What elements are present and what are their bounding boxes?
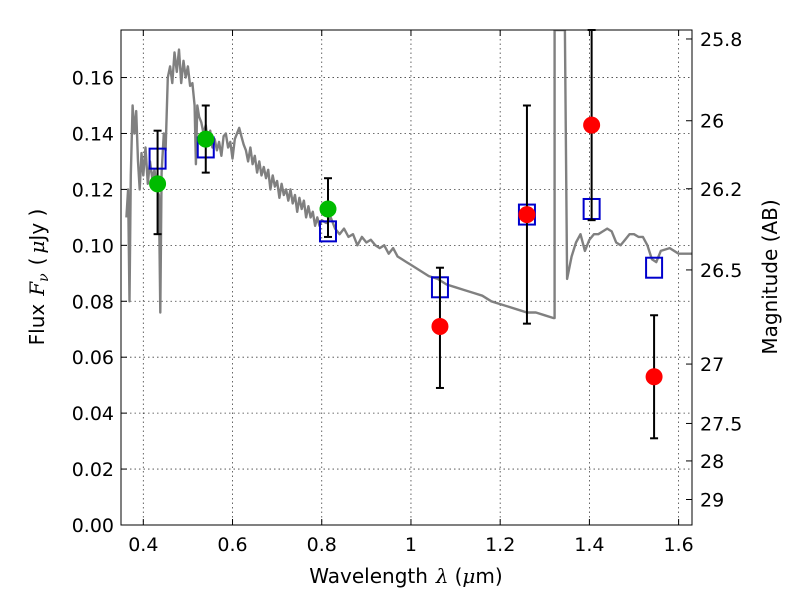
y2-tick-label: 27.5 (700, 413, 742, 435)
y-tick-label: 0.06 (72, 347, 114, 369)
y2-tick-label: 26.2 (700, 179, 742, 201)
non-detection-point (431, 317, 449, 335)
x-tick-label: 0.4 (128, 534, 158, 556)
y-axis-label: FluxFν(μJy ) (25, 209, 52, 346)
y-tick-label: 0.14 (72, 123, 114, 145)
x-axis-label: Wavelength λ (μm) (309, 564, 502, 588)
x-tick-label: 0.8 (307, 534, 337, 556)
sed-curve (125, 30, 692, 320)
y-tick-label: 0.00 (72, 515, 114, 537)
x-tick-label: 1.6 (664, 534, 694, 556)
y2-tick-label: 29 (700, 489, 724, 511)
marker-layer (148, 29, 664, 440)
x-tick-label: 1.4 (574, 534, 604, 556)
non-detection-point (645, 368, 663, 386)
detection-point (149, 175, 167, 193)
x-tick-label: 1 (405, 534, 417, 556)
sed-curve-layer (125, 30, 692, 320)
axis-ticks: 0.4 0.6 0.8 1 1.2 1.4 1.6 0.00 0.02 0.04 0.06 0.08 0… (72, 29, 743, 556)
model-flux-square (645, 256, 664, 279)
grid (121, 30, 692, 526)
y2-tick-label: 26.5 (700, 260, 742, 282)
y-tick-label: 0.12 (72, 179, 114, 201)
y2-tick-label: 28 (700, 451, 724, 473)
non-detection-point (518, 206, 536, 224)
y-tick-label: 0.10 (72, 235, 114, 257)
detection-point (319, 200, 337, 218)
x-tick-label: 1.2 (485, 534, 515, 556)
plot-frame (120, 29, 693, 526)
y2-axis-label: Magnitude (AB) (758, 199, 782, 354)
y2-tick-label: 27 (700, 354, 724, 376)
y2-tick-label: 26 (700, 111, 724, 133)
detection-point (197, 130, 215, 148)
non-detection-point (583, 116, 601, 134)
x-tick-label: 0.6 (217, 534, 247, 556)
y2-tick-label: 25.8 (700, 29, 742, 51)
y-tick-label: 0.02 (72, 459, 114, 481)
y-tick-label: 0.04 (72, 403, 114, 425)
y-tick-label: 0.16 (72, 68, 114, 90)
y-tick-label: 0.08 (72, 291, 114, 313)
